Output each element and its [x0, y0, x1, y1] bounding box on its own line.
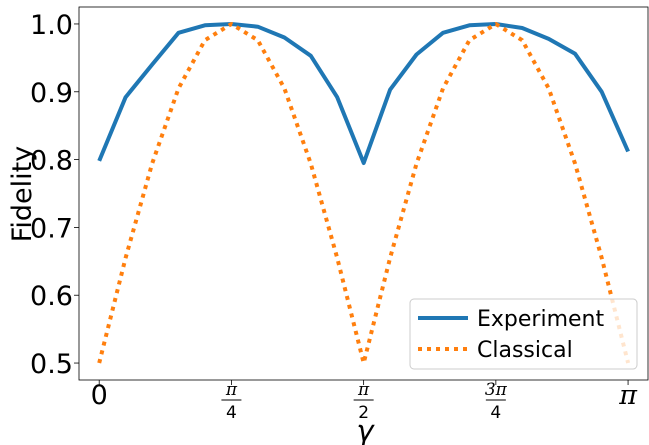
y-tick-label: 0.9	[30, 78, 73, 109]
y-tick-label: 1.0	[30, 10, 73, 41]
x-tick-numerator: π	[225, 380, 238, 400]
x-tick-label: 0	[91, 380, 108, 411]
x-tick-fraction: 3π4	[485, 380, 508, 423]
x-tick-denominator: 2	[358, 403, 369, 423]
y-axis-label: Fidelity	[7, 146, 38, 242]
y-tick-label: 0.5	[30, 349, 73, 380]
x-tick-fraction: π4	[221, 380, 242, 423]
legend: Experiment Classical	[409, 298, 638, 370]
y-tick-label: 0.7	[30, 213, 73, 244]
x-axis-label: γ	[356, 414, 375, 445]
y-axis-ticks: 0.5 0.6 0.7 0.8 0.9 1.0	[30, 10, 79, 380]
y-tick-label: 0.6	[30, 281, 73, 312]
y-tick-label: 0.8	[30, 146, 73, 177]
x-tick-numerator: 3π	[485, 380, 508, 400]
x-tick-fraction: π2	[353, 380, 374, 423]
legend-label-experiment: Experiment	[477, 307, 604, 332]
series-layer	[97, 22, 631, 365]
legend-label-classical: Classical	[477, 338, 573, 363]
x-tick-label: π	[618, 380, 638, 411]
series-line-experiment	[97, 22, 630, 165]
x-tick-denominator: 4	[490, 403, 501, 423]
x-tick-denominator: 4	[226, 403, 237, 423]
x-tick-numerator: π	[357, 380, 370, 400]
